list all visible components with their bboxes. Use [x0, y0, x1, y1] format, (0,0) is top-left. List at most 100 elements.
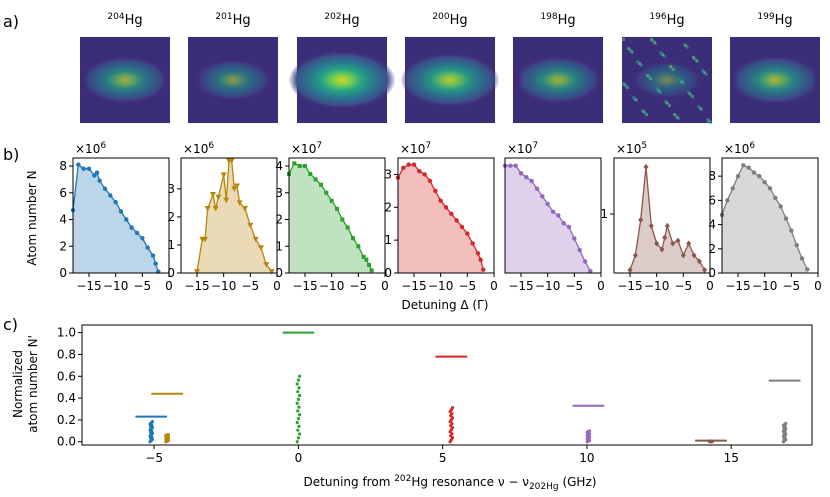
isotope-resonance [151, 392, 183, 444]
y-tick-label: 0 [275, 266, 283, 280]
data-point [313, 177, 318, 182]
data-point [297, 386, 301, 390]
y-tick-label: 3 [384, 167, 392, 181]
x-tick-label: −10 [319, 279, 344, 293]
isotope-label: 200Hg [432, 12, 467, 28]
x-tick-label: −5 [145, 451, 163, 465]
spectrum-area [197, 160, 272, 273]
subplot-frame [288, 157, 386, 274]
noise-pixel [646, 74, 649, 77]
isotope-symbol: Hg [233, 13, 251, 28]
noise-pixel [632, 96, 635, 99]
cloud-image [400, 37, 500, 123]
data-point [295, 440, 299, 444]
x-tick-label: −5 [782, 279, 800, 293]
noise-pixel [622, 82, 625, 85]
scale-multiplier: ×107 [400, 141, 431, 156]
data-point [367, 262, 371, 267]
y-tick-label: 0 [167, 266, 175, 280]
data-point [545, 201, 550, 207]
noise-pixel [650, 38, 653, 41]
y-tick-label: 0 [59, 266, 67, 280]
y-tick-label: 2 [384, 200, 392, 214]
y-tick-label: 4 [708, 218, 716, 232]
data-point [134, 230, 140, 236]
data-point [298, 413, 302, 417]
noise-pixel [678, 78, 681, 81]
isotope-mass: 200 [432, 12, 449, 22]
x-tick-label: −15 [184, 279, 209, 293]
data-point [659, 246, 665, 253]
x-tick-label: 5 [439, 451, 447, 465]
isotope-resonance [768, 379, 801, 444]
scale-base: ×10 [291, 142, 316, 156]
data-point [108, 193, 113, 198]
data-point [124, 217, 129, 222]
subplot-frame [613, 157, 711, 274]
data-point [638, 216, 644, 223]
data-point [223, 197, 230, 204]
data-point [454, 218, 459, 223]
isotope-resonance [695, 439, 727, 444]
data-point [789, 228, 794, 233]
cloud-image [188, 37, 278, 123]
noise-pixel [697, 105, 700, 108]
data-point [295, 420, 299, 425]
panel-b-ylabel: Atom number N [25, 170, 39, 265]
data-point [335, 206, 339, 211]
spectrum-area [630, 166, 705, 273]
noise-pixel [687, 91, 690, 94]
data-point [680, 252, 686, 259]
data-point [252, 236, 259, 243]
data-point [361, 254, 366, 259]
noise-pixel [692, 56, 695, 59]
x-tick-label: 0 [381, 279, 389, 293]
scale-multiplier: ×106 [75, 141, 106, 156]
data-point [81, 166, 86, 171]
data-point [296, 390, 300, 394]
data-point [324, 190, 329, 195]
data-point [94, 170, 100, 175]
data-point [369, 268, 374, 273]
data-point [662, 234, 668, 241]
y-tick-label: 0.4 [57, 391, 76, 405]
data-point [118, 209, 124, 214]
isotope-mass: 201 [215, 12, 232, 22]
data-point [295, 401, 299, 405]
isotope-mass: 198 [540, 12, 557, 22]
data-point [258, 245, 264, 251]
x-tick-label: −10 [535, 279, 560, 293]
data-point [231, 186, 238, 192]
spectrum-area [722, 165, 808, 273]
x-tick-label: −5 [674, 279, 692, 293]
x-tick-label: −15 [617, 279, 642, 293]
y-tick-label: 1.0 [57, 326, 76, 340]
scale-exponent: 6 [208, 141, 214, 151]
x-tick-label: −5 [458, 279, 476, 293]
scale-exponent: 5 [641, 141, 647, 151]
isotope-symbol: Hg [775, 13, 793, 28]
noise-pixel [622, 38, 625, 41]
data-point [319, 182, 323, 187]
data-point [298, 393, 302, 398]
data-point [478, 257, 483, 263]
spectrum-area [73, 164, 159, 273]
y-tick-label: 1 [275, 239, 283, 253]
y-tick-label: 4 [59, 213, 67, 227]
data-point [757, 173, 762, 179]
data-point [329, 198, 334, 203]
spectrum-area [398, 164, 484, 273]
y-tick-label: 2 [59, 239, 67, 253]
x-tick-label: 10 [579, 451, 594, 465]
data-point [582, 259, 588, 264]
isotope-mass: 196 [649, 12, 666, 22]
data-point [470, 241, 475, 246]
data-point [778, 204, 783, 209]
data-point [566, 224, 572, 230]
scale-multiplier: ×107 [507, 141, 538, 156]
